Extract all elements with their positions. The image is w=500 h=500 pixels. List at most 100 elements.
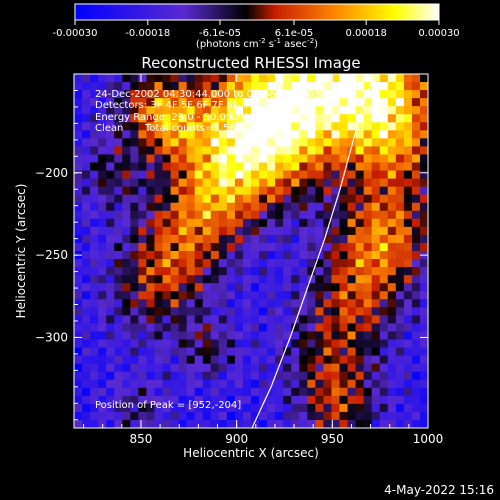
heatmap-cell [194,355,204,365]
heatmap-cell [226,226,236,236]
heatmap-cell [331,387,340,397]
heatmap-cell [194,74,204,83]
heatmap-cell [371,315,381,324]
heatmap-cell [315,395,324,405]
heatmap-cell [226,130,236,139]
heatmap-cell [74,347,83,356]
heatmap-cell [242,234,252,244]
heatmap-cell [299,226,308,236]
heatmap-cell [275,138,284,147]
heatmap-cell [194,251,204,260]
heatmap-cell [90,267,99,276]
heatmap-cell [275,234,284,244]
heatmap-cell [379,267,389,276]
heatmap-cell [387,138,397,147]
heatmap-cell [162,259,171,268]
heatmap-cell [291,355,300,365]
heatmap-cell [194,234,204,244]
heatmap-cell [146,387,155,397]
heatmap-cell [90,82,99,91]
heatmap-cell [138,411,147,421]
heatmap-cell [138,283,147,292]
heatmap-cell [234,379,244,389]
heatmap-cell [403,146,413,155]
heatmap-cell [178,106,188,115]
heatmap-cell [403,259,413,268]
heatmap-cell [234,194,244,204]
heatmap-cell [267,194,276,204]
heatmap-cell [259,210,268,220]
heatmap-cell [291,411,300,421]
heatmap-cell [170,74,179,83]
heatmap-cell [363,138,373,147]
heatmap-cell [82,154,91,163]
heatmap-cell [138,419,147,428]
heatmap-cell [387,347,397,356]
heatmap-cell [210,234,220,244]
heatmap-cell [379,259,389,268]
heatmap-cell [395,307,405,316]
heatmap-cell [419,267,428,276]
heatmap-cell [291,363,300,373]
heatmap-cell [106,74,115,83]
heatmap-cell [114,259,123,268]
heatmap-cell [307,267,316,276]
heatmap-cell [259,106,268,115]
heatmap-cell [331,411,340,421]
heatmap-cell [419,130,428,139]
heatmap-cell [411,122,421,131]
heatmap-cell [267,331,276,340]
heatmap-cell [178,315,188,324]
heatmap-cell [82,226,91,236]
heatmap-cell [130,395,139,405]
heatmap-cell [411,138,421,147]
heatmap-cell [251,130,260,139]
heatmap-cell [331,379,340,389]
heatmap-cell [259,299,268,308]
heatmap-cell [363,339,373,348]
heatmap-cell [210,387,220,397]
heatmap-cell [251,331,260,340]
heatmap-cell [122,331,131,340]
heatmap-cell [186,210,196,220]
heatmap-cell [210,122,220,131]
heatmap-cell [82,339,91,348]
heatmap-cell [339,339,348,348]
heatmap-cell [194,291,204,300]
heatmap-cell [299,251,308,260]
heatmap-cell [339,114,348,123]
heatmap-cell [267,242,276,252]
heatmap-cell [395,419,405,428]
heatmap-cell [234,347,244,356]
heatmap-cell [74,146,83,155]
heatmap-cell [275,74,284,83]
heatmap-cell [379,242,389,252]
heatmap-cell [419,98,428,107]
heatmap-cell [403,234,413,244]
heatmap-cell [363,387,373,397]
heatmap-cell [379,355,389,365]
heatmap-cell [74,363,83,373]
heatmap-cell [371,90,381,99]
heatmap-cell [98,315,107,324]
heatmap-cell [82,242,91,252]
heatmap-cell [234,419,244,428]
heatmap-cell [339,242,348,252]
heatmap-cell [154,411,163,421]
heatmap-cell [363,291,373,300]
heatmap-cell [387,387,397,397]
heatmap-cell [323,403,332,413]
heatmap-cell [90,347,99,356]
heatmap-cell [130,138,139,147]
heatmap-cell [379,363,389,373]
heatmap-cell [178,122,188,131]
heatmap-cell [323,114,332,123]
heatmap-cell [403,347,413,356]
heatmap-cell [74,114,83,123]
heatmap-cell [146,226,155,236]
heatmap-cell [122,315,131,324]
heatmap-cell [162,186,171,196]
heatmap-cell [267,315,276,324]
heatmap-cell [371,234,381,244]
heatmap-cell [395,226,405,236]
